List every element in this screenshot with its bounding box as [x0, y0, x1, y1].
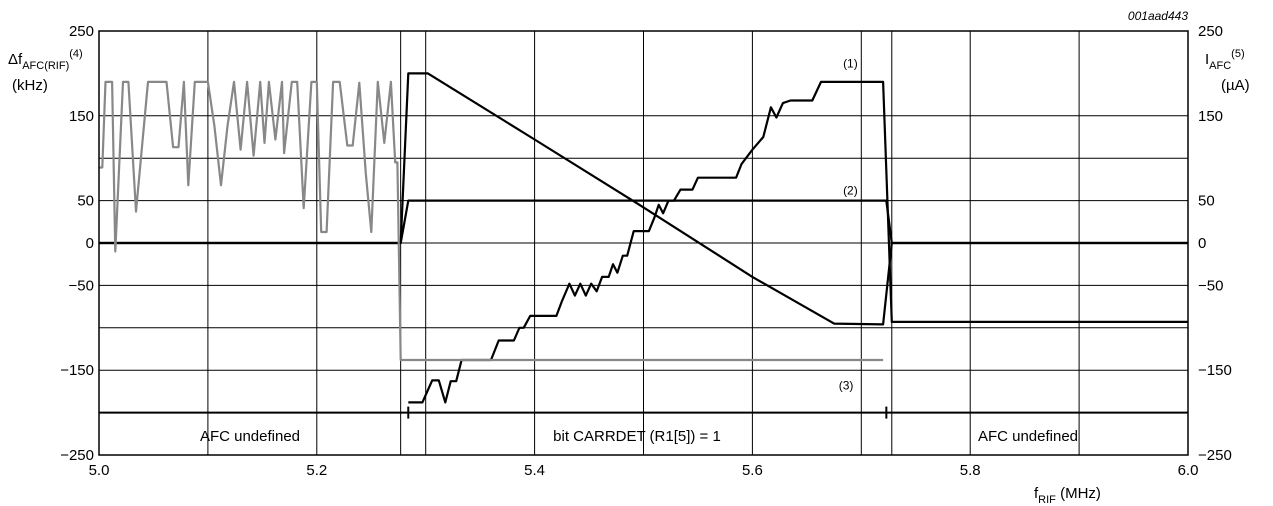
y-tick-label-right: 50	[1198, 193, 1215, 210]
series-line-2	[99, 199, 1188, 245]
y-tick-label-right: 150	[1198, 108, 1223, 125]
y-tick-label-left: 50	[77, 193, 94, 210]
y-tick-label-left: −50	[69, 277, 94, 294]
x-tick-label: 6.0	[1178, 462, 1199, 479]
x-axis-title-base: f	[1034, 485, 1039, 502]
series-line-3	[408, 80, 1188, 404]
series-label-1: (1)	[843, 56, 858, 70]
x-axis-title-unit: (MHz)	[1056, 485, 1101, 502]
x-tick-label: 5.2	[306, 462, 327, 479]
y-tick-label-right: 250	[1198, 23, 1223, 40]
region-label-center: bit CARRDET (R1[5]) = 1	[553, 428, 721, 445]
x-axis-title-sub: RIF	[1038, 494, 1056, 506]
left-axis-title-sub: AFC(RIF)	[22, 60, 69, 72]
y-tick-label-left: 150	[69, 108, 94, 125]
series-line-4	[99, 80, 884, 362]
y-tick-label-right: −150	[1198, 362, 1232, 379]
left-axis-title-base: Δf	[8, 51, 23, 68]
series-label-2: (2)	[843, 184, 858, 198]
y-tick-label-right: −250	[1198, 447, 1232, 464]
y-tick-label-right: 0	[1198, 235, 1206, 252]
right-axis-title-sub: AFC	[1209, 60, 1231, 72]
right-axis-unit: (µA)	[1221, 77, 1250, 94]
left-axis-title-sup: (4)	[69, 48, 82, 60]
figure-reference: 001aad443	[1128, 9, 1188, 23]
y-tick-label-left: 250	[69, 23, 94, 40]
axes	[98, 30, 1189, 456]
left-axis-unit: (kHz)	[12, 77, 48, 94]
x-tick-label: 5.8	[960, 462, 981, 479]
right-axis-title-sup: (5)	[1231, 48, 1244, 60]
series-line-1	[99, 72, 1188, 326]
region-label-left: AFC undefined	[200, 428, 300, 445]
left-axis-title: ΔfAFC(RIF)(4)	[8, 48, 83, 72]
series-label-3: (3)	[839, 379, 854, 393]
y-tick-label-left: −150	[60, 362, 94, 379]
x-tick-label: 5.4	[524, 462, 545, 479]
x-tick-label: 5.0	[89, 462, 110, 479]
tick-labels: 250 250 150 150 50 50 0 0 −50 −50 −150 −150 −250 −250…	[60, 23, 1232, 479]
right-axis-title: IAFC(5)	[1205, 48, 1245, 72]
right-axis-title-base: I	[1205, 51, 1209, 68]
series-layer: (1) (2) (3)	[99, 56, 1188, 404]
x-axis-title: fRIF (MHz)	[1034, 485, 1101, 506]
plot-frame	[98, 30, 1189, 456]
y-tick-label-left: −250	[60, 447, 94, 464]
x-tick-label: 5.6	[742, 462, 763, 479]
region-label-right: AFC undefined	[978, 428, 1078, 445]
y-tick-label-right: −50	[1198, 277, 1223, 294]
y-tick-label-left: 0	[86, 235, 94, 252]
